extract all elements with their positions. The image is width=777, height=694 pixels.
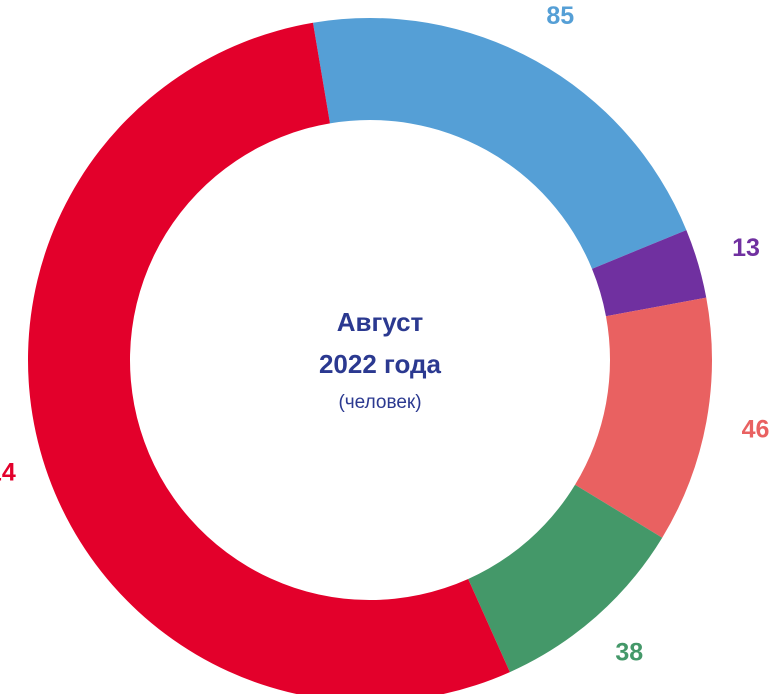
center-subtitle: 2022 года [319,349,442,379]
segment [312,18,687,269]
value-label: 85 [546,2,574,30]
value-label: 46 [742,415,770,443]
segment [468,484,663,673]
value-label: 214 [0,458,16,486]
value-label: 38 [615,639,643,667]
center-unit: (человек) [338,392,421,413]
segment [575,297,712,538]
segment [28,22,510,694]
value-label: 13 [732,234,760,262]
segment [592,230,707,317]
center-title: Август [337,307,424,337]
